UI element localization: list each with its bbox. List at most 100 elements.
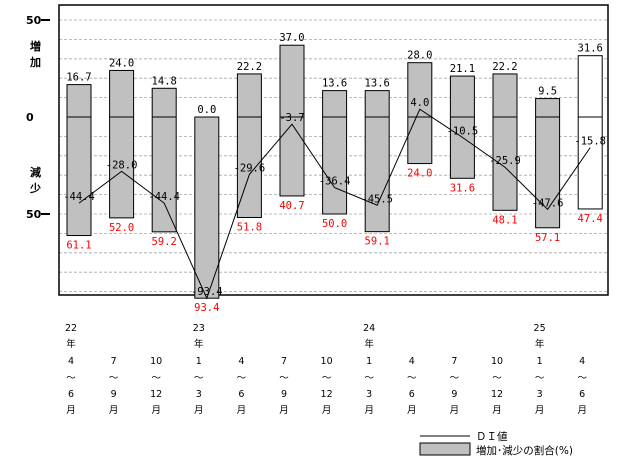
bar-label-increase: 31.6 xyxy=(578,43,603,55)
bar-label-decrease: 59.2 xyxy=(152,236,177,248)
x-month-tilde: 〜 xyxy=(577,373,587,384)
bar-label-decrease: 24.0 xyxy=(407,168,432,180)
x-month-unit: 月 xyxy=(237,405,247,416)
bar-label-increase: 13.6 xyxy=(322,78,347,90)
x-month-unit: 月 xyxy=(109,405,119,416)
x-month-unit: 月 xyxy=(322,405,332,416)
x-year-label: 24 xyxy=(363,323,375,334)
bar-label-decrease: 31.6 xyxy=(450,182,475,194)
bar-label-decrease: 52.0 xyxy=(109,222,134,234)
x-year-label: 23 xyxy=(193,323,205,334)
bar xyxy=(407,62,433,165)
x-month-to: 6 xyxy=(238,389,244,400)
x-month-tilde: 〜 xyxy=(407,373,417,384)
x-year-label: 22 xyxy=(65,323,77,334)
di-label: -45.5 xyxy=(361,193,393,205)
side-label-increase: 加 xyxy=(29,55,41,69)
x-month-tilde: 〜 xyxy=(492,373,502,384)
x-month-to: 9 xyxy=(451,389,457,400)
x-month-tilde: 〜 xyxy=(194,373,204,384)
x-month-from: 10 xyxy=(150,356,162,367)
x-month-to: 12 xyxy=(150,389,162,400)
bar xyxy=(66,84,92,237)
bar xyxy=(364,90,390,233)
bar-label-increase: 9.5 xyxy=(538,86,557,98)
di-line xyxy=(78,108,591,300)
x-month-to: 3 xyxy=(196,389,202,400)
x-month-tilde: 〜 xyxy=(322,373,332,384)
legend-bar-swatch xyxy=(419,442,471,456)
bar xyxy=(322,90,348,215)
x-month-tilde: 〜 xyxy=(151,373,161,384)
bar xyxy=(492,73,518,211)
legend-label-bar: 増加･減少の割合(%) xyxy=(476,444,573,457)
x-month-from: 7 xyxy=(111,356,117,367)
x-axis: 22 年 4 〜 6 月 7 〜 9 月 10 〜 12 月 23 年 1 〜 3 月 4 〜 6 月 7 〜 9 月 10 〜 12 月 24… xyxy=(65,323,587,416)
x-month-unit: 月 xyxy=(279,405,289,416)
bar xyxy=(151,87,177,233)
bar-label-increase: 37.0 xyxy=(279,32,304,44)
bar-label-decrease: 40.7 xyxy=(279,200,304,212)
x-month-tilde: 〜 xyxy=(450,373,460,384)
x-month-from: 4 xyxy=(68,356,74,367)
y-tick-label: 0 xyxy=(26,111,34,124)
bar-label-increase: 0.0 xyxy=(197,104,216,116)
side-label-increase: 増 xyxy=(30,39,41,53)
bar-label-increase: 14.8 xyxy=(152,75,177,87)
x-month-to: 3 xyxy=(537,389,543,400)
x-month-from: 10 xyxy=(491,356,503,367)
bar xyxy=(577,55,603,210)
x-month-to: 9 xyxy=(281,389,287,400)
bar-label-decrease: 93.4 xyxy=(194,302,219,314)
side-label-decrease: 減 xyxy=(30,165,41,179)
bars xyxy=(66,44,603,299)
x-month-unit: 月 xyxy=(151,405,161,416)
bar-label-increase: 22.2 xyxy=(237,61,262,73)
y-axis: 50 0 50 増 加 減 少 xyxy=(26,14,50,221)
bar xyxy=(236,73,262,218)
x-month-from: 4 xyxy=(409,356,415,367)
x-year-unit: 年 xyxy=(194,338,204,350)
bar xyxy=(449,75,475,179)
di-label: -28.0 xyxy=(106,159,138,171)
di-label: -44.4 xyxy=(63,191,95,203)
x-year-unit: 年 xyxy=(364,338,374,350)
bar-label-decrease: 51.8 xyxy=(237,221,262,233)
x-month-from: 1 xyxy=(537,356,543,367)
side-label-decrease: 少 xyxy=(29,181,41,195)
legend: ＤＩ値 増加･減少の割合(%) xyxy=(419,430,573,457)
bar-label-increase: 13.6 xyxy=(365,78,390,90)
di-label: -29.6 xyxy=(234,162,266,174)
di-label: -3.7 xyxy=(279,112,304,124)
x-month-tilde: 〜 xyxy=(279,373,289,384)
bar-label-increase: 24.0 xyxy=(109,57,134,69)
bar-label-decrease: 50.0 xyxy=(322,218,347,230)
x-month-unit: 月 xyxy=(194,405,204,416)
bar-label-increase: 21.1 xyxy=(450,63,475,75)
y-tick-label: 50 xyxy=(26,14,42,27)
x-month-tilde: 〜 xyxy=(66,373,76,384)
x-month-tilde: 〜 xyxy=(109,373,119,384)
x-month-from: 10 xyxy=(321,356,333,367)
x-month-unit: 月 xyxy=(66,405,76,416)
di-label: -25.9 xyxy=(489,155,521,167)
bar-label-increase: 28.0 xyxy=(407,50,432,62)
bar-label-decrease: 61.1 xyxy=(66,240,91,252)
di-label: -10.5 xyxy=(447,125,479,137)
x-month-to: 12 xyxy=(321,389,333,400)
x-month-unit: 月 xyxy=(535,405,545,416)
x-month-to: 6 xyxy=(579,389,585,400)
bar-label-decrease: 47.4 xyxy=(578,213,603,225)
di-label: -44.4 xyxy=(148,191,180,203)
x-month-tilde: 〜 xyxy=(364,373,374,384)
y-tick-label: 50 xyxy=(26,208,42,221)
x-year-unit: 年 xyxy=(66,338,76,350)
bar-label-increase: 16.7 xyxy=(66,72,91,84)
bar-label-decrease: 48.1 xyxy=(492,214,517,226)
x-month-from: 1 xyxy=(366,356,372,367)
x-year-label: 25 xyxy=(534,323,546,334)
x-month-unit: 月 xyxy=(364,405,374,416)
di-label: 4.0 xyxy=(410,97,429,109)
x-month-unit: 月 xyxy=(492,405,502,416)
